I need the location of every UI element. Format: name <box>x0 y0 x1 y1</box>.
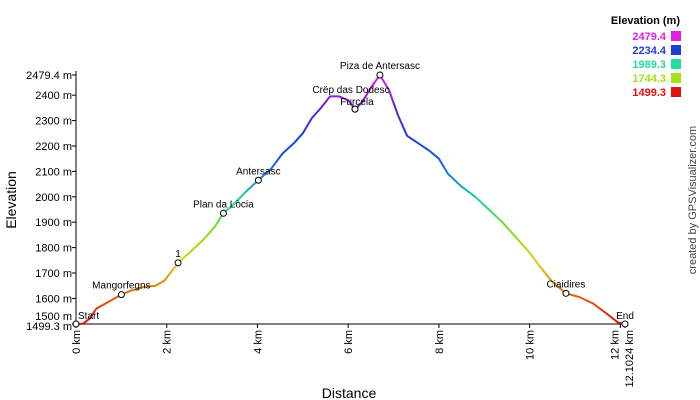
legend-entry-label: 1989.3 <box>632 59 666 71</box>
waypoint-marker <box>117 291 125 299</box>
waypoint-marker <box>72 320 80 328</box>
x-tick-label: 12.1024 km <box>624 330 636 387</box>
waypoint-label: Mangorfegns <box>92 281 150 292</box>
waypoint-marker <box>376 71 384 79</box>
y-tick-label: 2400 m <box>35 90 72 102</box>
waypoint-marker <box>562 289 570 297</box>
y-tick-label: 1900 m <box>35 217 72 229</box>
waypoint-label: Piza de Antersasc <box>340 61 420 72</box>
legend: Elevation (m) 2479.4 2234.4 1989.3 1744.3 14… <box>611 15 681 99</box>
legend-entry-label: 2234.4 <box>632 45 667 57</box>
legend-swatch <box>671 31 681 41</box>
waypoint-label: End <box>616 311 634 322</box>
waypoint-marker <box>219 209 227 217</box>
x-tick-label: 4 km <box>252 330 264 354</box>
waypoint-marker <box>621 320 629 328</box>
y-tick-label: 1500 m <box>35 311 72 323</box>
x-tick-label: 6 km <box>343 330 355 354</box>
credit-text: created by GPSVisualizer.com <box>687 126 699 274</box>
y-tick-label: 1600 m <box>35 293 72 305</box>
waypoint-marker <box>351 105 359 113</box>
waypoint-marker <box>254 176 262 184</box>
legend-swatch <box>671 73 681 83</box>
waypoint-label: Crëp das Dodesc <box>312 85 389 96</box>
waypoint-label: 1 <box>175 249 181 260</box>
x-tick-label: 0 km <box>71 330 83 354</box>
waypoint-label: Plan da Lòcia <box>193 199 254 210</box>
y-tick-label: 2000 m <box>35 192 72 204</box>
waypoint-label: Start <box>78 311 99 322</box>
legend-swatch <box>671 59 681 69</box>
y-tick-label: 2479.4 m <box>26 70 72 82</box>
legend-entry-label: 1744.3 <box>632 73 666 85</box>
x-tick-label: 2 km <box>162 330 174 354</box>
y-tick-label: 1499.3 m <box>26 321 72 333</box>
y-tick-label: 1800 m <box>35 243 72 255</box>
x-axis-title: Distance <box>322 385 377 400</box>
y-tick-label: 2300 m <box>35 116 72 128</box>
x-tick-label: 8 km <box>434 330 446 354</box>
waypoint-label: Ciaidires <box>546 279 585 290</box>
y-tick-label: 1700 m <box>35 268 72 280</box>
legend-entry-label: 1499.3 <box>632 87 666 99</box>
legend-title: Elevation (m) <box>611 15 680 27</box>
y-tick-label: 2100 m <box>35 166 72 178</box>
x-tick-label: 10 km <box>525 330 537 360</box>
waypoint-label: Furcela <box>340 97 374 108</box>
x-tick-label: 12 km <box>609 330 621 360</box>
waypoint-label: Antersasc <box>236 166 280 177</box>
y-axis-title: Elevation <box>3 171 19 229</box>
elevation-profile-line <box>75 74 626 325</box>
waypoint-marker <box>174 259 182 267</box>
legend-swatch <box>671 45 681 55</box>
legend-entry-label: 2479.4 <box>632 31 667 43</box>
legend-swatch <box>671 87 681 97</box>
y-tick-label: 2200 m <box>35 141 72 153</box>
